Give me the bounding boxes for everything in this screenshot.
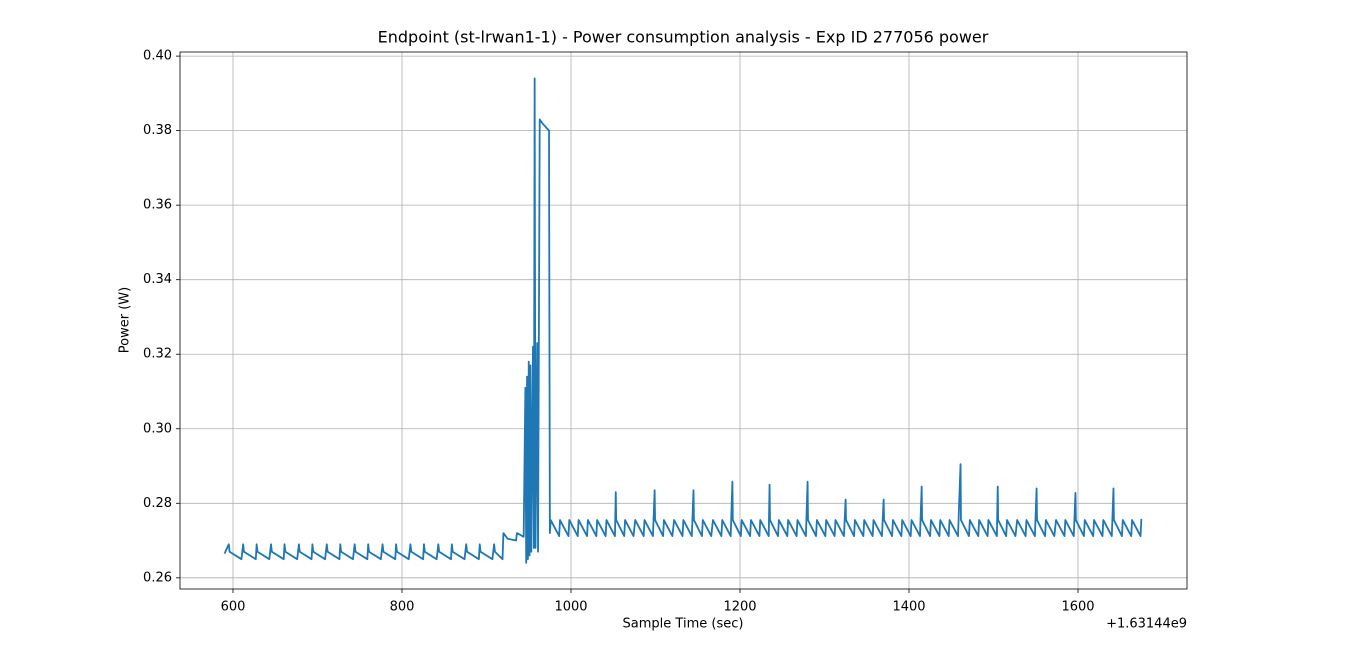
y-tick-label: 0.40 (143, 49, 172, 64)
y-axis-label: Power (W) (118, 287, 133, 353)
plot-frame (179, 51, 1188, 590)
x-tick-label: 1400 (892, 600, 925, 615)
x-tick-label: 800 (390, 600, 415, 615)
y-tick-label: 0.32 (143, 347, 172, 362)
y-tick-label: 0.28 (143, 496, 172, 511)
y-tick-label: 0.30 (143, 421, 172, 436)
chart-title: Endpoint (st-lrwan1-1) - Power consumpti… (378, 28, 989, 47)
y-tick-label: 0.36 (143, 198, 172, 213)
x-axis-label: Sample Time (sec) (623, 617, 744, 632)
x-tick-label: 1000 (554, 600, 587, 615)
data-line (223, 77, 1143, 564)
x-tick-label: 1600 (1061, 600, 1094, 615)
y-tick-label: 0.38 (143, 123, 172, 138)
x-offset-label: +1.63144e9 (1106, 617, 1187, 632)
x-tick-label: 600 (221, 600, 246, 615)
x-tick-label: 1200 (723, 600, 756, 615)
y-tick-label: 0.34 (143, 272, 172, 287)
y-tick-label: 0.26 (143, 570, 172, 585)
